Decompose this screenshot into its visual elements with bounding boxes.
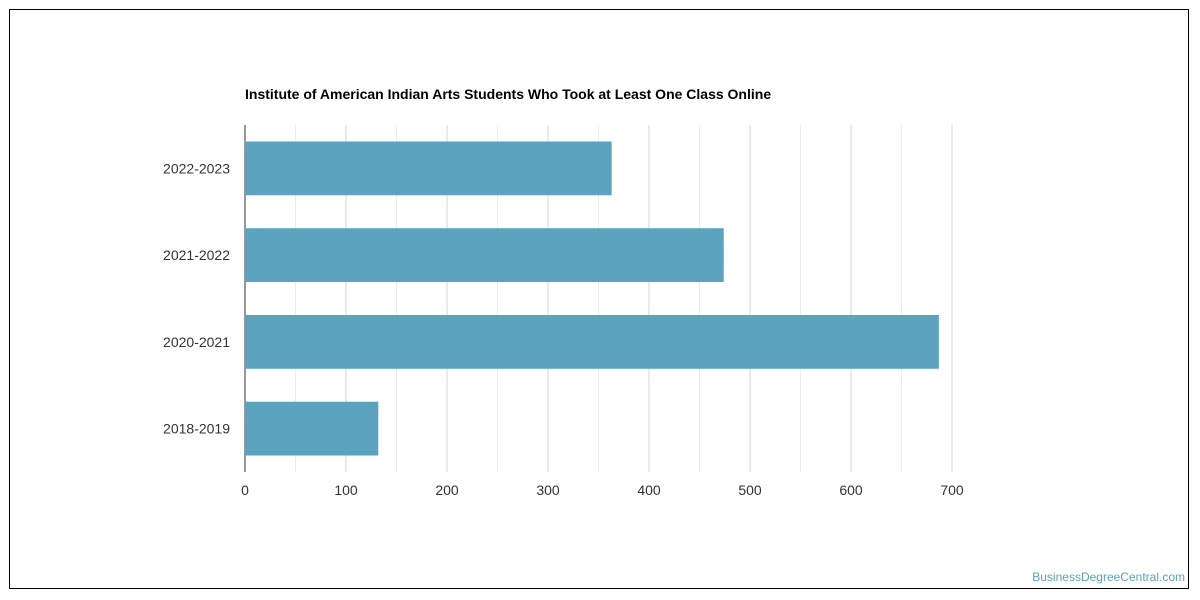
x-tick-label: 600: [839, 482, 863, 498]
bar-2021-2022: [245, 228, 724, 283]
watermark-link[interactable]: BusinessDegreeCentral.com: [1032, 570, 1185, 584]
x-tick-label: 200: [435, 482, 459, 498]
x-tick-label: 100: [334, 482, 358, 498]
bar-2022-2023: [245, 141, 612, 196]
bar-2020-2021: [245, 314, 939, 369]
chart-title: Institute of American Indian Arts Studen…: [245, 86, 772, 102]
bar-2018-2019: [245, 401, 379, 456]
x-tick-label: 300: [536, 482, 560, 498]
x-tick-label: 0: [241, 482, 249, 498]
x-tick-label: 400: [637, 482, 661, 498]
y-tick-label: 2022-2023: [163, 160, 230, 176]
y-tick-label: 2021-2022: [163, 247, 230, 263]
x-tick-label: 700: [940, 482, 964, 498]
y-tick-label: 2020-2021: [163, 334, 230, 350]
y-tick-label: 2018-2019: [163, 421, 230, 437]
x-tick-label: 500: [738, 482, 762, 498]
